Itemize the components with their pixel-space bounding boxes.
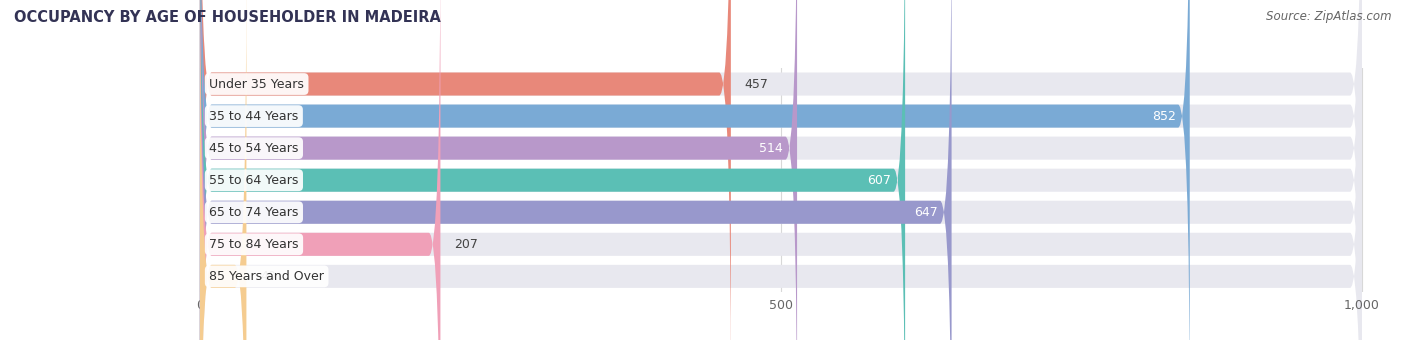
FancyBboxPatch shape	[200, 0, 797, 340]
Text: OCCUPANCY BY AGE OF HOUSEHOLDER IN MADEIRA: OCCUPANCY BY AGE OF HOUSEHOLDER IN MADEI…	[14, 10, 441, 25]
FancyBboxPatch shape	[200, 0, 1189, 340]
Text: 85 Years and Over: 85 Years and Over	[209, 270, 325, 283]
FancyBboxPatch shape	[200, 0, 952, 340]
FancyBboxPatch shape	[200, 0, 1361, 340]
Text: 55 to 64 Years: 55 to 64 Years	[209, 174, 298, 187]
Text: 647: 647	[914, 206, 938, 219]
FancyBboxPatch shape	[200, 0, 1361, 340]
FancyBboxPatch shape	[200, 0, 731, 340]
FancyBboxPatch shape	[200, 0, 246, 340]
Text: 35 to 44 Years: 35 to 44 Years	[209, 109, 298, 123]
Text: 40: 40	[260, 270, 276, 283]
Text: 45 to 54 Years: 45 to 54 Years	[209, 142, 298, 155]
Text: 75 to 84 Years: 75 to 84 Years	[209, 238, 298, 251]
Text: 607: 607	[868, 174, 891, 187]
FancyBboxPatch shape	[200, 0, 1361, 340]
FancyBboxPatch shape	[200, 0, 1361, 340]
FancyBboxPatch shape	[200, 0, 1361, 340]
Text: 207: 207	[454, 238, 478, 251]
FancyBboxPatch shape	[200, 0, 440, 340]
Text: 514: 514	[759, 142, 783, 155]
FancyBboxPatch shape	[200, 0, 1361, 340]
Text: 457: 457	[745, 78, 769, 90]
Text: Source: ZipAtlas.com: Source: ZipAtlas.com	[1267, 10, 1392, 23]
Text: 65 to 74 Years: 65 to 74 Years	[209, 206, 298, 219]
Text: 852: 852	[1152, 109, 1175, 123]
Text: Under 35 Years: Under 35 Years	[209, 78, 304, 90]
FancyBboxPatch shape	[200, 0, 905, 340]
FancyBboxPatch shape	[200, 0, 1361, 340]
